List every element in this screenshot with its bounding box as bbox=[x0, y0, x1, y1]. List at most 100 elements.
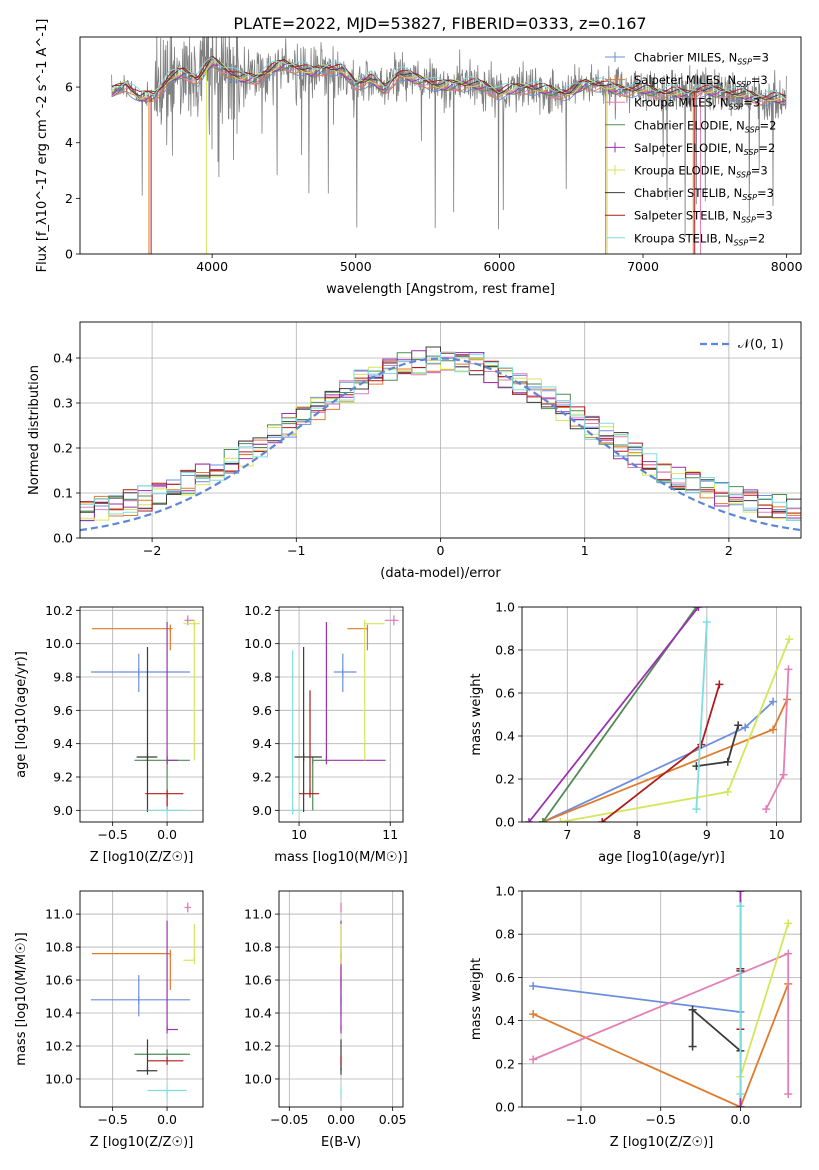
y-tick-label: 9.2 bbox=[252, 770, 272, 785]
x-tick-label: 5000 bbox=[340, 259, 372, 274]
y-axis-label: mass [log10(M/M☉)] bbox=[14, 932, 29, 1065]
y-tick-label: 0 bbox=[65, 247, 73, 262]
residual-hist-kroupa_elodie bbox=[80, 358, 801, 521]
weight-line-salpeter_elodie bbox=[528, 607, 700, 822]
y-tick-label: 10.0 bbox=[45, 1071, 73, 1086]
plots-layer: 4000 5000 6000 7000 8000 0 2 4 6 wavelength [Angs… bbox=[14, 19, 803, 1150]
y-tick-label: 4 bbox=[65, 135, 73, 150]
legend-label: Kroupa ELODIE, NSSP=3 bbox=[634, 164, 768, 180]
spectrum-frame bbox=[79, 36, 802, 255]
y-tick-label: 2 bbox=[65, 191, 73, 206]
y-tick-label: 9.0 bbox=[252, 803, 272, 818]
y-tick-label: 11.0 bbox=[45, 907, 73, 922]
x-tick-label: 0.00 bbox=[327, 1112, 355, 1127]
y-tick-label: 10.0 bbox=[45, 636, 73, 651]
spectrum-model-kroupa_stelib bbox=[111, 57, 787, 100]
x-tick-label: −0.5 bbox=[97, 1112, 127, 1127]
y-tick-label: 10.2 bbox=[244, 603, 272, 618]
y-tick-label: 9.4 bbox=[53, 736, 73, 751]
spectrum-model-salpeter_stelib bbox=[111, 55, 787, 99]
x-axis-label: E(B-V) bbox=[321, 1135, 361, 1150]
x-tick-label: 10 bbox=[769, 827, 785, 842]
y-tick-label: 10.2 bbox=[45, 1038, 73, 1053]
y-tick-label: 10.0 bbox=[244, 1071, 272, 1086]
spectrum-axes: 4000 5000 6000 7000 8000 0 2 4 6 wavelength [Angs… bbox=[35, 19, 803, 297]
x-tick-label: 7000 bbox=[627, 259, 659, 274]
y-tick-label: 9.8 bbox=[252, 670, 272, 685]
legend-label: Salpeter ELODIE, NSSP=2 bbox=[634, 141, 775, 157]
y-tick-label: 0.3 bbox=[53, 396, 73, 411]
weight_vs_Z-frame bbox=[521, 890, 802, 1108]
x-tick-label: 0.0 bbox=[157, 827, 177, 842]
age_vs_Z-frame bbox=[79, 606, 204, 823]
y-axis-label: Flux [f_λ10^-17 erg cm^-2 s^-1 A^-1] bbox=[35, 19, 50, 273]
y-axis-label: age [log10(age/yr)] bbox=[14, 651, 29, 778]
x-tick-label: 10 bbox=[291, 827, 307, 842]
y-tick-label: 10.2 bbox=[244, 1038, 272, 1053]
x-tick-label: 0.0 bbox=[730, 1112, 750, 1127]
age_vs_mass-frame bbox=[278, 606, 404, 823]
y-tick-label: 10.2 bbox=[45, 603, 73, 618]
x-tick-label: 6000 bbox=[483, 259, 515, 274]
residual-hist-chabrier_stelib bbox=[80, 346, 801, 518]
x-tick-label: 0 bbox=[437, 543, 445, 558]
y-tick-label: 10.6 bbox=[244, 973, 272, 988]
legend-label: Chabrier STELIB, NSSP=3 bbox=[634, 186, 774, 202]
figure-title: PLATE=2022, MJD=53827, FIBERID=0333, z=0… bbox=[233, 14, 646, 33]
y-tick-label: 10.0 bbox=[244, 636, 272, 651]
x-tick-label: 0.0 bbox=[157, 1112, 177, 1127]
y-tick-label: 0.6 bbox=[495, 970, 515, 985]
x-axis-label: Z [log10(Z/Z☉)] bbox=[90, 850, 194, 865]
y-tick-label: 0.4 bbox=[495, 729, 515, 744]
weight_vs_Z-axes: −1.0 −0.5 0.0 0.0 0.2 0.4 0.6 0.8 1.0 Z [log10(Z/… bbox=[469, 884, 801, 1150]
legend-label: Kroupa STELIB, NSSP=2 bbox=[634, 231, 765, 247]
y-tick-label: 10.4 bbox=[45, 1006, 73, 1021]
x-tick-label: 7 bbox=[563, 827, 571, 842]
y-tick-label: 9.8 bbox=[53, 670, 73, 685]
y-tick-label: 0.1 bbox=[53, 486, 73, 501]
x-tick-label: 4000 bbox=[196, 259, 228, 274]
y-tick-label: 9.2 bbox=[53, 770, 73, 785]
weight-line-kroupa_elodie bbox=[560, 638, 790, 822]
age_vs_Z-axes: −0.5 0.0 9.0 9.2 9.4 9.6 9.8 10.0 10.2 Z [log10(Z… bbox=[14, 603, 203, 865]
y-tick-label: 0.0 bbox=[495, 1100, 515, 1115]
weight_vs_age-frame bbox=[521, 606, 802, 823]
y-tick-label: 0.8 bbox=[495, 927, 515, 942]
weight_vs_age-axes: 7 8 9 10 0.0 0.2 0.4 0.6 0.8 1.0 age [log10(age/yr… bbox=[469, 600, 801, 865]
y-tick-label: 0.8 bbox=[495, 643, 515, 658]
y-tick-label: 10.8 bbox=[45, 940, 73, 955]
residual-hist-kroupa_stelib bbox=[80, 351, 801, 521]
y-tick-label: 0.2 bbox=[495, 772, 515, 787]
age_vs_mass-axes: 10 11 9.0 9.2 9.4 9.6 9.8 10.0 10.2 mass [log10(M… bbox=[244, 603, 408, 865]
mass_vs_ebv-frame bbox=[278, 890, 404, 1108]
y-tick-label: 9.0 bbox=[53, 803, 73, 818]
residual-frame bbox=[79, 321, 802, 539]
y-tick-label: 0.4 bbox=[495, 1013, 515, 1028]
x-tick-label: 8 bbox=[633, 827, 641, 842]
spectrum-model-salpeter_miles bbox=[111, 63, 787, 106]
x-tick-label: 1 bbox=[581, 543, 589, 558]
y-tick-label: 10.4 bbox=[244, 1006, 272, 1021]
legend-label: 𝒩(0, 1) bbox=[738, 336, 784, 351]
x-tick-label: −0.05 bbox=[270, 1112, 308, 1127]
x-axis-label: Z [log10(Z/Z☉)] bbox=[90, 1135, 194, 1150]
x-tick-label: 11 bbox=[382, 827, 398, 842]
y-axis-label: mass weight bbox=[469, 958, 484, 1040]
spectrum-model-chabrier_elodie bbox=[111, 64, 786, 106]
weight-line-salpeter_miles bbox=[532, 983, 790, 1107]
y-tick-label: 6 bbox=[65, 80, 73, 95]
y-tick-label: 0.2 bbox=[53, 441, 73, 456]
x-tick-label: −1 bbox=[287, 543, 305, 558]
x-axis-label: (data-model)/error bbox=[380, 566, 501, 581]
weight-line-kroupa_elodie bbox=[739, 923, 790, 1078]
x-tick-label: −1.0 bbox=[566, 1112, 596, 1127]
mass_vs_ebv-axes: −0.05 0.00 0.05 10.0 10.2 10.4 10.6 10.8 11.0 E(B… bbox=[244, 891, 407, 1150]
x-axis-label: Z [log10(Z/Z☉)] bbox=[610, 1135, 714, 1150]
x-tick-label: −0.5 bbox=[646, 1112, 676, 1127]
legend-label: Chabrier ELODIE, NSSP=2 bbox=[634, 118, 776, 134]
legend-label: Salpeter MILES, NSSP=3 bbox=[634, 73, 768, 89]
y-tick-label: 0.2 bbox=[495, 1056, 515, 1071]
gaussian-curve bbox=[80, 357, 801, 532]
weight-line-kroupa_stelib bbox=[695, 621, 708, 810]
